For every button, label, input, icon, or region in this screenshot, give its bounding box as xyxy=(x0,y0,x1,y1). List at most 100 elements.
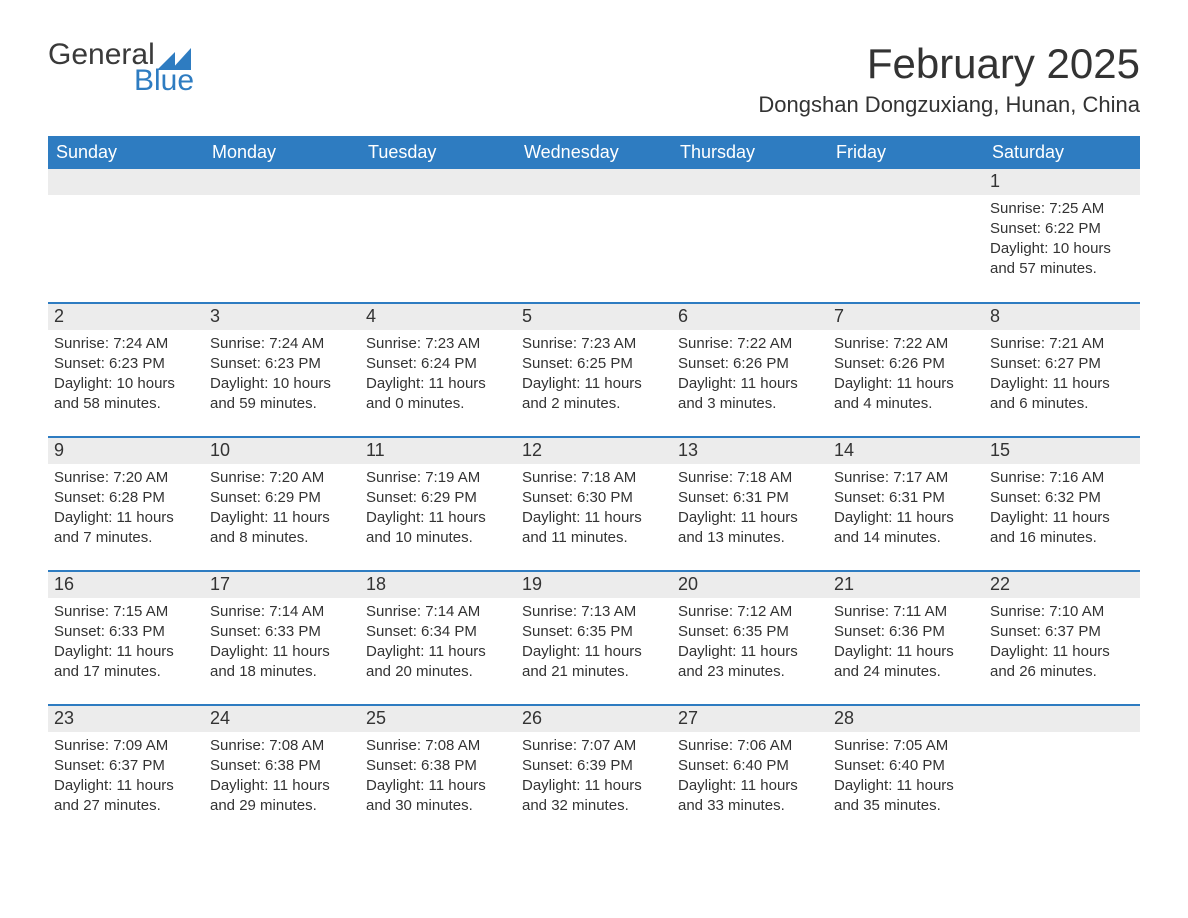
day-details: Sunrise: 7:16 AMSunset: 6:32 PMDaylight:… xyxy=(984,464,1140,559)
day-sunset: Sunset: 6:29 PM xyxy=(210,488,354,508)
day-daylight2: and 14 minutes. xyxy=(834,528,978,548)
day-daylight1: Daylight: 11 hours xyxy=(210,776,354,796)
title-block: February 2025 Dongshan Dongzuxiang, Huna… xyxy=(758,40,1140,130)
day-daylight1: Daylight: 11 hours xyxy=(366,374,510,394)
day-daylight2: and 24 minutes. xyxy=(834,662,978,682)
day-sunrise: Sunrise: 7:09 AM xyxy=(54,736,198,756)
day-sunrise: Sunrise: 7:14 AM xyxy=(366,602,510,622)
day-number-bar: 27 xyxy=(672,706,828,732)
day-number-bar: 7 xyxy=(828,304,984,330)
day-daylight2: and 30 minutes. xyxy=(366,796,510,816)
brand-word2: Blue xyxy=(134,66,194,96)
day-details: Sunrise: 7:06 AMSunset: 6:40 PMDaylight:… xyxy=(672,732,828,827)
day-daylight2: and 26 minutes. xyxy=(990,662,1134,682)
day-sunset: Sunset: 6:32 PM xyxy=(990,488,1134,508)
day-daylight2: and 8 minutes. xyxy=(210,528,354,548)
day-sunset: Sunset: 6:37 PM xyxy=(990,622,1134,642)
day-number-bar: 3 xyxy=(204,304,360,330)
calendar-day-cell xyxy=(672,169,828,303)
calendar-day-cell: 3Sunrise: 7:24 AMSunset: 6:23 PMDaylight… xyxy=(204,303,360,437)
weekday-header: Sunday xyxy=(48,136,204,169)
month-title: February 2025 xyxy=(758,40,1140,88)
day-sunrise: Sunrise: 7:12 AM xyxy=(678,602,822,622)
day-daylight2: and 35 minutes. xyxy=(834,796,978,816)
weekday-header: Friday xyxy=(828,136,984,169)
calendar-day-cell: 4Sunrise: 7:23 AMSunset: 6:24 PMDaylight… xyxy=(360,303,516,437)
day-sunrise: Sunrise: 7:05 AM xyxy=(834,736,978,756)
day-number-bar: 28 xyxy=(828,706,984,732)
calendar-day-cell: 15Sunrise: 7:16 AMSunset: 6:32 PMDayligh… xyxy=(984,437,1140,571)
day-sunset: Sunset: 6:37 PM xyxy=(54,756,198,776)
day-sunset: Sunset: 6:22 PM xyxy=(990,219,1134,239)
calendar-table: SundayMondayTuesdayWednesdayThursdayFrid… xyxy=(48,136,1140,839)
day-daylight1: Daylight: 10 hours xyxy=(210,374,354,394)
weekday-header: Thursday xyxy=(672,136,828,169)
day-sunrise: Sunrise: 7:22 AM xyxy=(834,334,978,354)
day-number-bar xyxy=(204,169,360,195)
day-sunrise: Sunrise: 7:24 AM xyxy=(54,334,198,354)
calendar-day-cell: 22Sunrise: 7:10 AMSunset: 6:37 PMDayligh… xyxy=(984,571,1140,705)
day-daylight1: Daylight: 11 hours xyxy=(54,642,198,662)
day-number-bar: 9 xyxy=(48,438,204,464)
day-sunset: Sunset: 6:31 PM xyxy=(834,488,978,508)
calendar-day-cell xyxy=(48,169,204,303)
day-daylight1: Daylight: 11 hours xyxy=(678,508,822,528)
day-number-bar: 23 xyxy=(48,706,204,732)
calendar-week-row: 23Sunrise: 7:09 AMSunset: 6:37 PMDayligh… xyxy=(48,705,1140,839)
day-sunrise: Sunrise: 7:25 AM xyxy=(990,199,1134,219)
day-sunrise: Sunrise: 7:24 AM xyxy=(210,334,354,354)
day-daylight1: Daylight: 11 hours xyxy=(834,508,978,528)
day-daylight2: and 4 minutes. xyxy=(834,394,978,414)
day-sunset: Sunset: 6:23 PM xyxy=(54,354,198,374)
day-daylight2: and 17 minutes. xyxy=(54,662,198,682)
day-details: Sunrise: 7:05 AMSunset: 6:40 PMDaylight:… xyxy=(828,732,984,827)
day-daylight1: Daylight: 11 hours xyxy=(522,642,666,662)
day-sunset: Sunset: 6:40 PM xyxy=(834,756,978,776)
day-details: Sunrise: 7:09 AMSunset: 6:37 PMDaylight:… xyxy=(48,732,204,827)
day-number-bar: 22 xyxy=(984,572,1140,598)
day-details: Sunrise: 7:24 AMSunset: 6:23 PMDaylight:… xyxy=(204,330,360,425)
day-sunset: Sunset: 6:40 PM xyxy=(678,756,822,776)
calendar-day-cell: 5Sunrise: 7:23 AMSunset: 6:25 PMDaylight… xyxy=(516,303,672,437)
calendar-week-row: 2Sunrise: 7:24 AMSunset: 6:23 PMDaylight… xyxy=(48,303,1140,437)
day-details: Sunrise: 7:17 AMSunset: 6:31 PMDaylight:… xyxy=(828,464,984,559)
calendar-day-cell: 21Sunrise: 7:11 AMSunset: 6:36 PMDayligh… xyxy=(828,571,984,705)
day-number-bar: 16 xyxy=(48,572,204,598)
day-details: Sunrise: 7:14 AMSunset: 6:33 PMDaylight:… xyxy=(204,598,360,693)
day-daylight2: and 21 minutes. xyxy=(522,662,666,682)
day-sunset: Sunset: 6:36 PM xyxy=(834,622,978,642)
day-sunrise: Sunrise: 7:20 AM xyxy=(54,468,198,488)
day-daylight2: and 23 minutes. xyxy=(678,662,822,682)
day-details: Sunrise: 7:12 AMSunset: 6:35 PMDaylight:… xyxy=(672,598,828,693)
calendar-day-cell: 20Sunrise: 7:12 AMSunset: 6:35 PMDayligh… xyxy=(672,571,828,705)
day-sunrise: Sunrise: 7:18 AM xyxy=(678,468,822,488)
day-number-bar xyxy=(828,169,984,195)
day-daylight1: Daylight: 11 hours xyxy=(990,374,1134,394)
day-number-bar: 19 xyxy=(516,572,672,598)
day-number-bar: 18 xyxy=(360,572,516,598)
day-daylight1: Daylight: 11 hours xyxy=(834,374,978,394)
day-daylight2: and 0 minutes. xyxy=(366,394,510,414)
day-sunset: Sunset: 6:34 PM xyxy=(366,622,510,642)
day-sunset: Sunset: 6:33 PM xyxy=(210,622,354,642)
day-number-bar: 14 xyxy=(828,438,984,464)
calendar-day-cell: 12Sunrise: 7:18 AMSunset: 6:30 PMDayligh… xyxy=(516,437,672,571)
day-sunrise: Sunrise: 7:07 AM xyxy=(522,736,666,756)
day-daylight2: and 57 minutes. xyxy=(990,259,1134,279)
day-details: Sunrise: 7:11 AMSunset: 6:36 PMDaylight:… xyxy=(828,598,984,693)
calendar-day-cell xyxy=(204,169,360,303)
day-daylight2: and 11 minutes. xyxy=(522,528,666,548)
day-daylight2: and 58 minutes. xyxy=(54,394,198,414)
day-details: Sunrise: 7:24 AMSunset: 6:23 PMDaylight:… xyxy=(48,330,204,425)
day-number-bar: 13 xyxy=(672,438,828,464)
day-daylight1: Daylight: 11 hours xyxy=(678,776,822,796)
day-details: Sunrise: 7:07 AMSunset: 6:39 PMDaylight:… xyxy=(516,732,672,827)
day-sunset: Sunset: 6:26 PM xyxy=(834,354,978,374)
day-number-bar: 6 xyxy=(672,304,828,330)
day-sunrise: Sunrise: 7:10 AM xyxy=(990,602,1134,622)
day-daylight1: Daylight: 10 hours xyxy=(54,374,198,394)
day-daylight2: and 16 minutes. xyxy=(990,528,1134,548)
day-daylight2: and 10 minutes. xyxy=(366,528,510,548)
day-sunrise: Sunrise: 7:17 AM xyxy=(834,468,978,488)
day-details: Sunrise: 7:18 AMSunset: 6:31 PMDaylight:… xyxy=(672,464,828,559)
